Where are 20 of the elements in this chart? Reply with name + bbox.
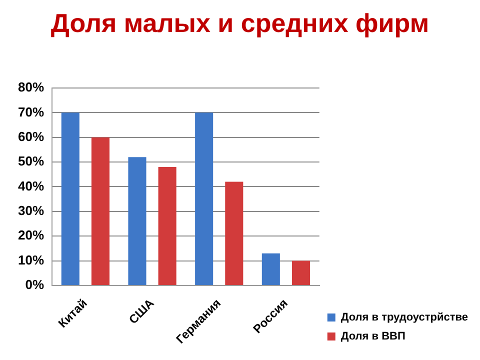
y-tick-label: 50%: [18, 154, 44, 169]
bar: [262, 253, 280, 285]
bar: [225, 182, 244, 285]
y-tick-label: 30%: [18, 203, 44, 218]
legend-label: Доля в трудоустрйстве: [340, 312, 468, 324]
bar: [128, 157, 146, 285]
bar: [91, 137, 110, 285]
chart-title: Доля малых и средних фирм: [50, 8, 430, 39]
bar: [158, 166, 176, 285]
y-tick-label: 10%: [18, 252, 44, 268]
bar: [195, 112, 214, 285]
y-tick-label: 70%: [18, 104, 44, 120]
y-tick-label: 60%: [18, 128, 44, 144]
y-tick-label: 20%: [18, 228, 44, 243]
y-tick-label: 0%: [25, 277, 44, 292]
y-tick-label: 40%: [18, 178, 44, 194]
bar: [61, 112, 80, 285]
legend-label: Доля в ВВП: [340, 330, 406, 343]
y-tick-label: 80%: [18, 80, 44, 95]
bar: [292, 260, 310, 285]
